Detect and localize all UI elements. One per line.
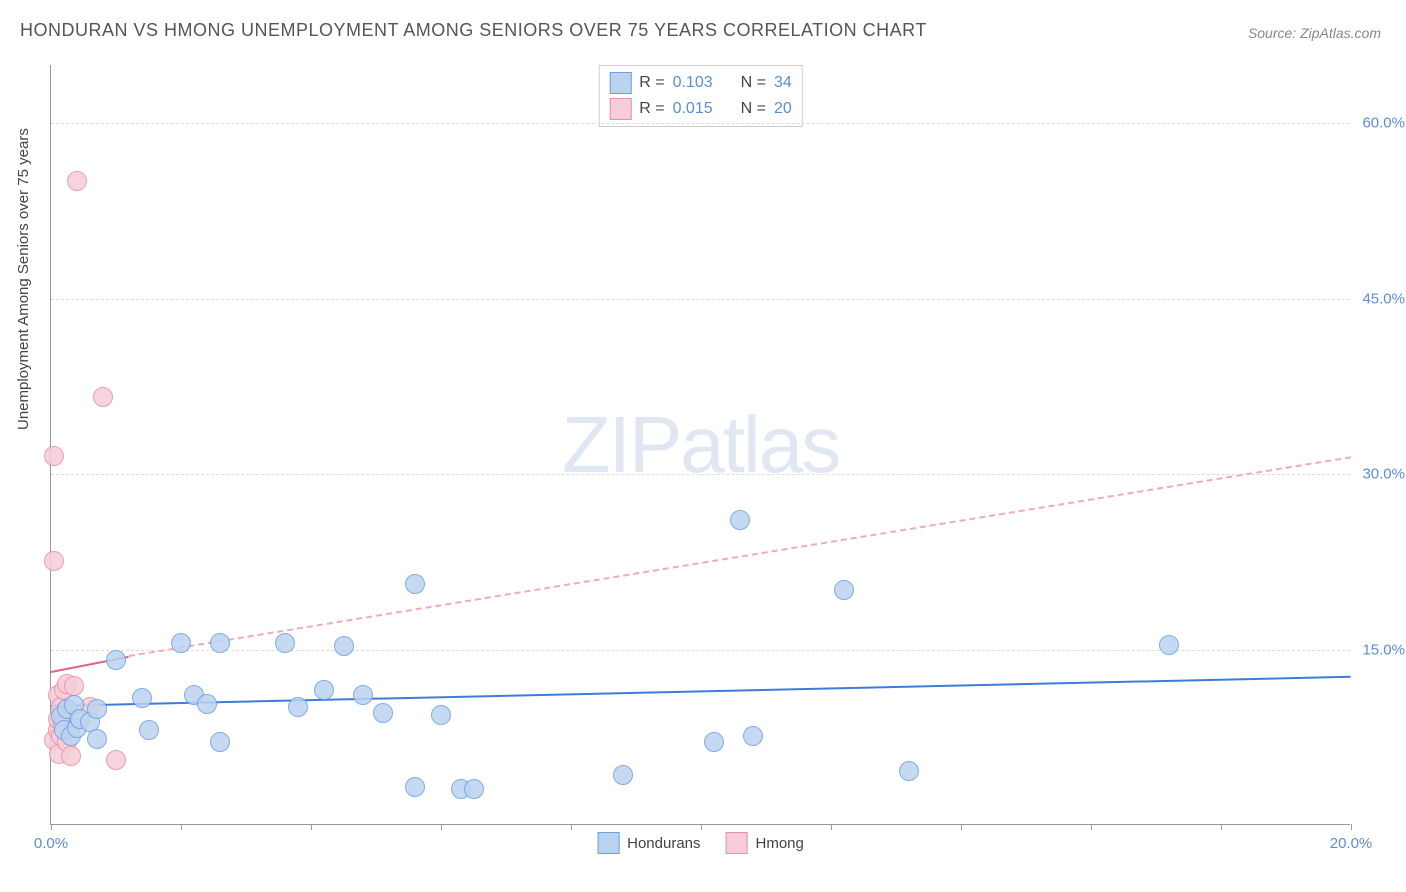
source-attribution: Source: ZipAtlas.com — [1248, 25, 1381, 41]
legend-swatch-hmong — [726, 832, 748, 854]
hondurans-point — [834, 580, 854, 600]
hondurans-point — [288, 697, 308, 717]
hmong-point — [64, 676, 84, 696]
x-tick — [441, 824, 442, 830]
r-value-hmong: 0.015 — [673, 100, 713, 118]
hondurans-point — [210, 633, 230, 653]
r-value-hondurans: 0.103 — [673, 74, 713, 92]
correlation-legend: R = 0.103 N = 34 R = 0.015 N = 20 — [598, 65, 803, 127]
hondurans-point — [464, 779, 484, 799]
legend-row-hmong: R = 0.015 N = 20 — [609, 96, 792, 122]
x-tick — [1091, 824, 1092, 830]
hondurans-point — [405, 574, 425, 594]
watermark: ZIPatlas — [562, 399, 839, 491]
hondurans-point — [431, 705, 451, 725]
legend-swatch-hondurans — [597, 832, 619, 854]
plot-area: ZIPatlas R = 0.103 N = 34 R = 0.015 N = … — [50, 65, 1350, 825]
hondurans-point — [730, 510, 750, 530]
legend-swatch-hondurans — [609, 72, 631, 94]
legend-swatch-hmong — [609, 98, 631, 120]
n-value-hondurans: 34 — [774, 74, 792, 92]
y-axis-label: Unemployment Among Seniors over 75 years — [15, 128, 32, 430]
hondurans-point — [1159, 635, 1179, 655]
gridline — [51, 474, 1350, 475]
hondurans-point — [613, 765, 633, 785]
hmong-point — [67, 171, 87, 191]
hondurans-point — [899, 761, 919, 781]
hondurans-point — [87, 699, 107, 719]
legend-row-hondurans: R = 0.103 N = 34 — [609, 70, 792, 96]
hmong-point — [93, 387, 113, 407]
gridline — [51, 299, 1350, 300]
x-tick-label: 0.0% — [34, 835, 68, 852]
hondurans-point — [275, 633, 295, 653]
hondurans-point — [132, 688, 152, 708]
gridline — [51, 123, 1350, 124]
hondurans-point — [314, 680, 334, 700]
hondurans-point — [106, 650, 126, 670]
x-tick — [181, 824, 182, 830]
trendline — [51, 675, 1351, 706]
hondurans-point — [704, 732, 724, 752]
x-tick — [701, 824, 702, 830]
hondurans-point — [743, 726, 763, 746]
legend-item-hondurans: Hondurans — [597, 832, 700, 854]
series-legend: Hondurans Hmong — [597, 832, 804, 854]
x-tick — [961, 824, 962, 830]
r-label: R = — [639, 100, 664, 118]
legend-label-hmong: Hmong — [756, 835, 804, 852]
hondurans-point — [405, 777, 425, 797]
x-tick-label: 20.0% — [1330, 835, 1373, 852]
n-label: N = — [741, 74, 766, 92]
hmong-point — [106, 750, 126, 770]
x-tick — [51, 824, 52, 830]
x-tick — [831, 824, 832, 830]
hondurans-point — [353, 685, 373, 705]
chart-title: HONDURAN VS HMONG UNEMPLOYMENT AMONG SEN… — [20, 20, 927, 41]
hondurans-point — [87, 729, 107, 749]
legend-label-hondurans: Hondurans — [627, 835, 700, 852]
legend-item-hmong: Hmong — [726, 832, 804, 854]
hondurans-point — [139, 720, 159, 740]
hondurans-point — [210, 732, 230, 752]
trendline — [129, 457, 1351, 658]
y-tick-label: 15.0% — [1362, 641, 1405, 658]
hondurans-point — [171, 633, 191, 653]
x-tick — [311, 824, 312, 830]
r-label: R = — [639, 74, 664, 92]
hondurans-point — [334, 636, 354, 656]
hmong-point — [44, 446, 64, 466]
hondurans-point — [197, 694, 217, 714]
y-tick-label: 45.0% — [1362, 290, 1405, 307]
y-tick-label: 30.0% — [1362, 466, 1405, 483]
x-tick — [1351, 824, 1352, 830]
n-value-hmong: 20 — [774, 100, 792, 118]
x-tick — [571, 824, 572, 830]
y-tick-label: 60.0% — [1362, 115, 1405, 132]
hondurans-point — [373, 703, 393, 723]
n-label: N = — [741, 100, 766, 118]
hmong-point — [61, 746, 81, 766]
hmong-point — [44, 551, 64, 571]
gridline — [51, 650, 1350, 651]
x-tick — [1221, 824, 1222, 830]
